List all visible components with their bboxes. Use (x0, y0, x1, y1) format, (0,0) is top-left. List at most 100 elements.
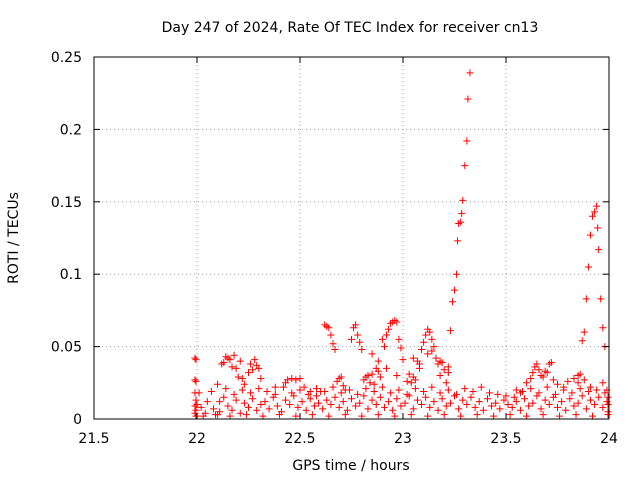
data-point (368, 350, 376, 358)
data-point (527, 374, 535, 382)
data-point (325, 412, 333, 420)
data-point (192, 356, 200, 364)
data-point (601, 389, 609, 397)
data-point (354, 331, 362, 339)
data-point (364, 372, 372, 380)
data-point (370, 380, 378, 388)
data-point (372, 401, 380, 409)
x-tick-label: 22.5 (284, 431, 315, 447)
data-point (504, 401, 512, 409)
data-point (302, 406, 310, 414)
data-point (586, 396, 594, 404)
data-point (580, 376, 588, 384)
data-point (257, 401, 265, 409)
data-point (383, 364, 391, 372)
chart-title: Day 247 of 2024, Rate Of TEC Index for r… (162, 20, 539, 36)
data-point (486, 389, 494, 397)
data-point (454, 237, 462, 245)
data-point (232, 364, 240, 372)
data-point (582, 405, 590, 413)
data-point (232, 396, 240, 404)
data-point (438, 395, 446, 403)
data-point (308, 411, 316, 419)
data-point (512, 398, 520, 406)
data-point (376, 373, 384, 381)
data-point (543, 383, 551, 391)
data-point (430, 398, 438, 406)
data-point (259, 412, 267, 420)
data-point (549, 376, 557, 384)
data-point (378, 383, 386, 391)
data-point (457, 412, 465, 420)
data-point (395, 386, 403, 394)
data-point (380, 343, 388, 351)
data-point (599, 324, 607, 332)
data-point (604, 408, 612, 416)
data-point (236, 409, 244, 417)
x-tick-label: 21.5 (78, 431, 109, 447)
data-point (539, 411, 547, 419)
data-point (397, 344, 405, 352)
data-point (192, 396, 200, 404)
data-point (362, 385, 370, 393)
data-point (453, 390, 461, 398)
data-point (525, 402, 533, 410)
data-point (595, 246, 603, 254)
data-point (446, 327, 454, 335)
data-point (335, 403, 343, 411)
data-point (424, 350, 432, 358)
y-tick-label: 0.05 (51, 340, 82, 356)
data-point (226, 412, 234, 420)
data-point (393, 372, 401, 380)
data-point (564, 377, 572, 385)
data-point (428, 347, 436, 355)
data-point (560, 386, 568, 394)
data-point (327, 331, 335, 339)
data-point (337, 373, 345, 381)
data-point (432, 354, 440, 362)
data-point (257, 374, 265, 382)
data-point (294, 403, 302, 411)
data-point (599, 379, 607, 387)
data-point (597, 295, 605, 303)
data-point (523, 412, 531, 420)
data-point (236, 357, 244, 365)
data-point (261, 398, 269, 406)
data-point (479, 406, 487, 414)
data-point (446, 399, 454, 407)
data-point (566, 395, 574, 403)
data-point (251, 356, 259, 364)
data-point (457, 218, 465, 226)
data-point (195, 389, 203, 397)
data-points (191, 69, 612, 420)
y-tick-label: 0.2 (60, 122, 82, 138)
data-point (249, 395, 257, 403)
data-point (341, 411, 349, 419)
data-point (471, 403, 479, 411)
data-point (599, 403, 607, 411)
data-point (572, 411, 580, 419)
data-point (247, 389, 255, 397)
data-point (591, 401, 599, 409)
data-point (358, 412, 366, 420)
data-point (430, 343, 438, 351)
data-point (438, 359, 446, 367)
data-point (245, 403, 252, 411)
data-point (582, 295, 590, 303)
data-point (255, 364, 263, 372)
data-point (570, 402, 578, 410)
data-point (521, 395, 529, 403)
data-point (224, 402, 232, 410)
data-point (558, 398, 566, 406)
x-tick-label: 23.5 (490, 431, 521, 447)
data-point (374, 411, 382, 419)
data-point (463, 137, 471, 145)
data-point (589, 412, 597, 420)
data-point (378, 335, 386, 343)
x-tick-label: 22 (188, 431, 206, 447)
data-point (554, 403, 561, 411)
data-point (541, 396, 549, 404)
data-point (348, 395, 355, 403)
data-point (352, 321, 360, 329)
data-point (568, 389, 576, 397)
